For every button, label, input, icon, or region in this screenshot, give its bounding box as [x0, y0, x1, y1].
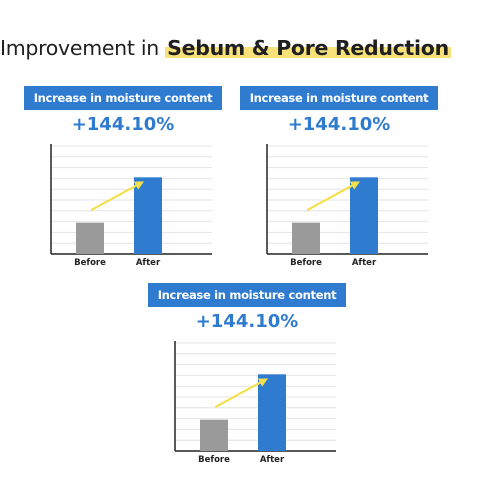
x-tick-label: After	[136, 258, 161, 268]
chart-panel-2: Increase in moisture content +144.10% Be…	[240, 86, 438, 268]
arrow-head-icon	[133, 181, 144, 190]
chart-panel-3: Increase in moisture content +144.10% Be…	[148, 283, 346, 465]
page-title: Improvement in Sebum & Pore Reduction	[0, 33, 500, 63]
bar-chart: Before After	[174, 341, 336, 465]
arrow-head-icon	[349, 181, 360, 190]
bar-before	[200, 419, 228, 451]
bar-before	[76, 222, 104, 254]
percentage-label: +144.10%	[71, 114, 175, 135]
bar-after	[258, 374, 286, 451]
arrow-head-icon	[257, 378, 268, 387]
x-tick-label: Before	[290, 258, 322, 268]
percentage-label: +144.10%	[287, 114, 391, 135]
bar-chart: Before After	[266, 144, 428, 268]
chart-panel-1: Increase in moisture content +144.10% Be…	[24, 86, 222, 268]
chart-title-badge: Increase in moisture content	[240, 86, 438, 110]
x-tick-label: After	[352, 258, 377, 268]
chart-title-badge: Increase in moisture content	[24, 86, 222, 110]
title-highlight: Sebum & Pore Reduction	[165, 36, 451, 60]
percentage-label: +144.10%	[195, 311, 299, 332]
title-prefix: Improvement in	[0, 36, 166, 60]
bar-chart: Before After	[50, 144, 212, 268]
bar-before	[292, 222, 320, 254]
x-tick-label: After	[260, 455, 285, 465]
trend-arrow	[90, 184, 138, 211]
bar-after	[134, 177, 162, 254]
trend-arrow	[214, 381, 262, 408]
trend-arrow	[306, 184, 354, 211]
x-tick-label: Before	[74, 258, 106, 268]
x-tick-label: Before	[198, 455, 230, 465]
chart-title-badge: Increase in moisture content	[148, 283, 346, 307]
bar-after	[350, 177, 378, 254]
